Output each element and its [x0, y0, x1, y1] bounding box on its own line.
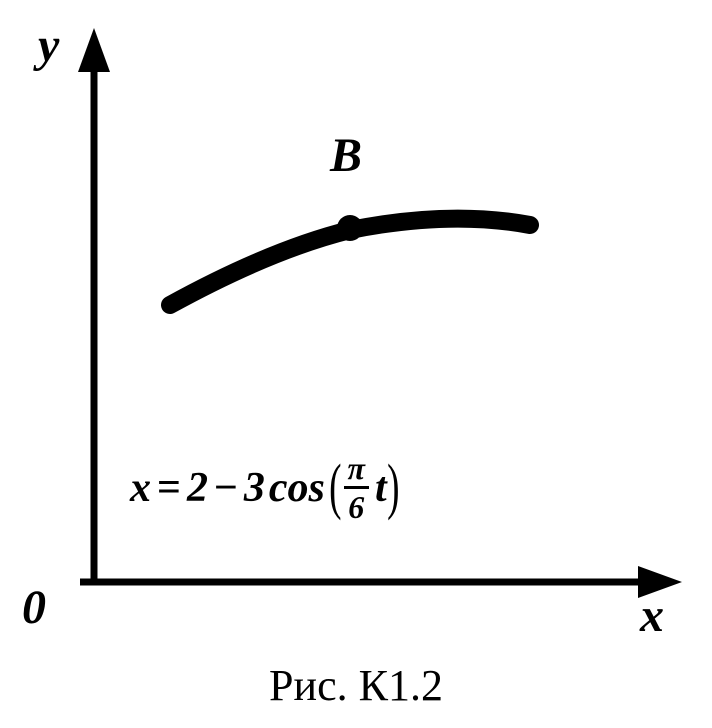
- figure-caption: Рис. К1.2: [0, 660, 712, 711]
- x-axis-label: x: [640, 588, 664, 643]
- equation-lhs: x: [130, 464, 151, 512]
- origin-label: 0: [22, 580, 46, 635]
- equation: x = 2 − 3 cos ( π 6 t ): [130, 452, 399, 523]
- diagram-container: y 0 x B x = 2 − 3 cos ( π 6 t ) Рис. К1.…: [0, 0, 712, 728]
- equation-func: cos: [269, 464, 325, 512]
- equation-frac-den: 6: [344, 489, 368, 523]
- equation-equals: =: [157, 464, 181, 512]
- equation-frac-num: π: [344, 452, 369, 489]
- point-b-label: B: [330, 128, 362, 183]
- diagram-svg: [0, 0, 712, 728]
- equation-fraction: π 6: [344, 452, 369, 523]
- equation-const1: 2: [187, 464, 208, 512]
- equation-rparen: ): [387, 463, 399, 513]
- equation-minus: −: [214, 464, 238, 512]
- equation-lparen: (: [329, 463, 341, 513]
- y-axis-label: y: [38, 18, 59, 73]
- equation-var: t: [375, 464, 387, 512]
- point-b: [337, 215, 363, 241]
- equation-const2: 3: [244, 464, 265, 512]
- y-axis-arrow: [78, 28, 110, 72]
